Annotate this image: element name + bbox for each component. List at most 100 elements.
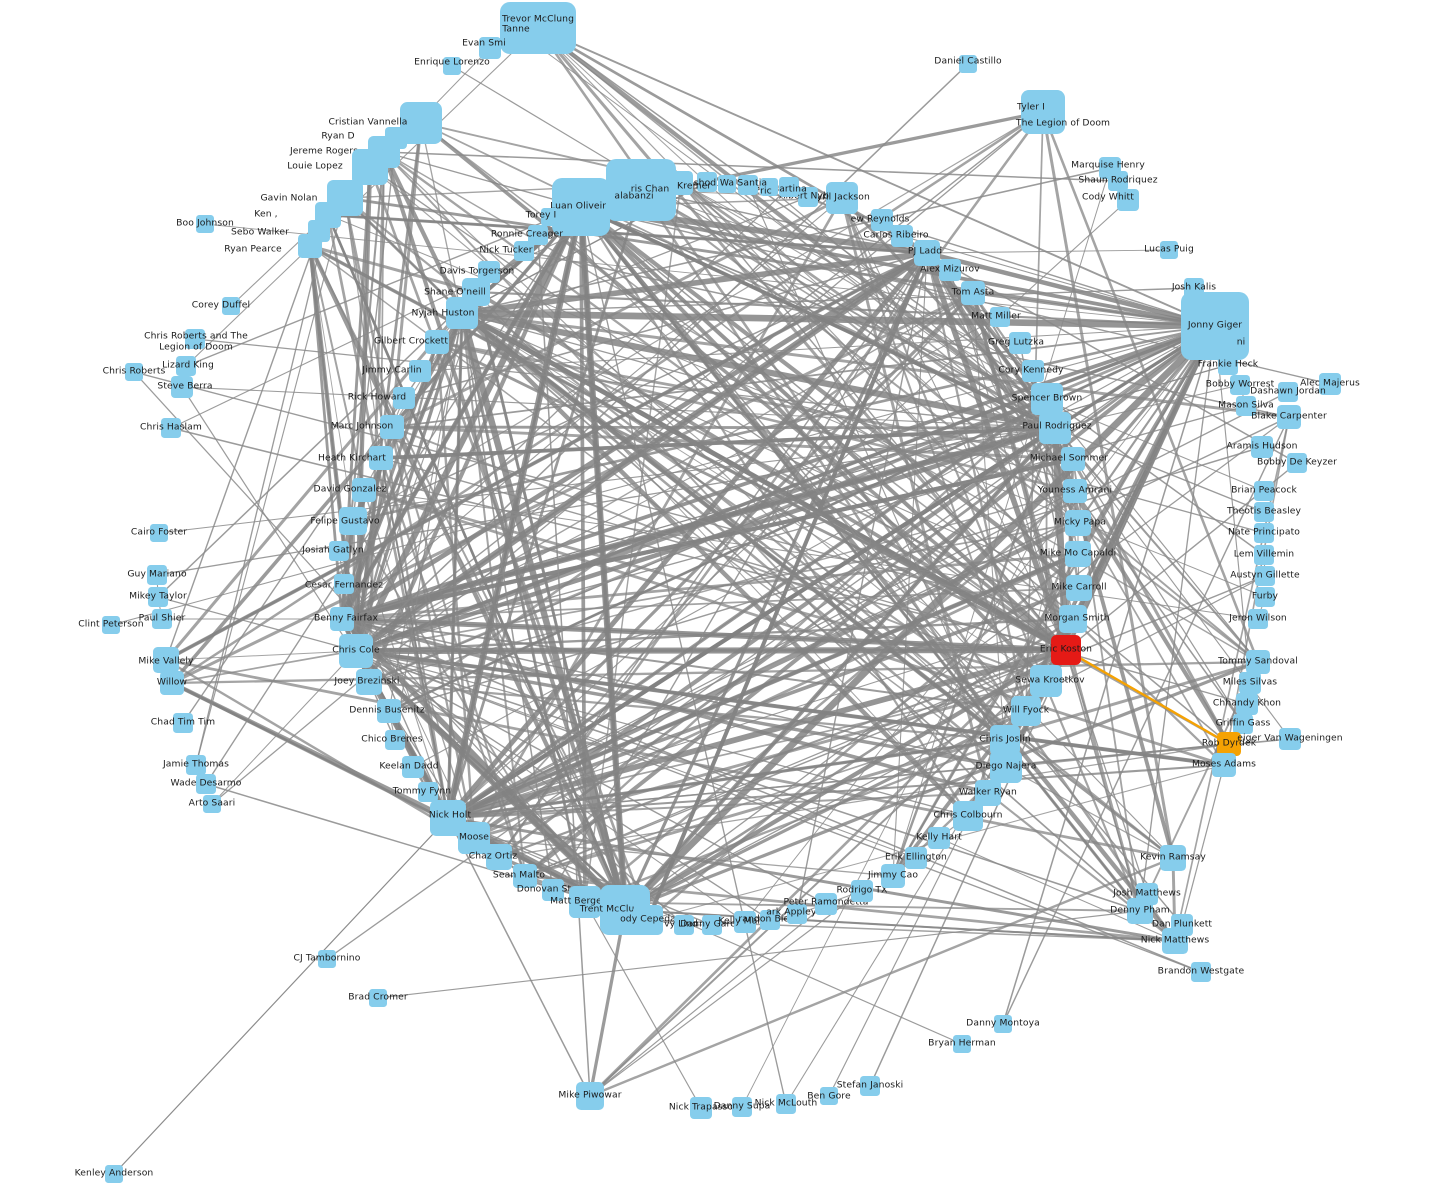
graph-node[interactable] (418, 782, 438, 802)
graph-node[interactable] (105, 1165, 123, 1183)
graph-node[interactable] (1319, 373, 1341, 395)
graph-node[interactable] (1030, 665, 1062, 697)
graph-node[interactable] (576, 1082, 604, 1110)
graph-node[interactable] (1277, 405, 1301, 429)
graph-node[interactable] (990, 725, 1020, 755)
graph-node[interactable] (1065, 541, 1091, 567)
graph-node[interactable] (1217, 732, 1241, 756)
graph-node[interactable] (153, 647, 179, 673)
graph-node[interactable] (1171, 914, 1193, 936)
graph-node[interactable] (1255, 566, 1275, 586)
graph-node[interactable] (690, 1097, 712, 1119)
graph-node[interactable] (377, 699, 401, 723)
graph-node[interactable] (1233, 714, 1253, 734)
graph-node[interactable] (352, 149, 388, 185)
graph-node[interactable] (102, 616, 120, 634)
graph-node[interactable] (939, 259, 961, 281)
graph-node[interactable] (702, 915, 722, 935)
graph-node[interactable] (994, 1015, 1012, 1033)
graph-node[interactable] (1039, 412, 1071, 444)
graph-node[interactable] (528, 225, 548, 245)
graph-node[interactable] (787, 904, 807, 924)
graph-node[interactable] (500, 2, 576, 54)
graph-node[interactable] (171, 376, 193, 398)
graph-node[interactable] (815, 893, 837, 915)
graph-node[interactable] (1061, 447, 1085, 471)
graph-node[interactable] (820, 1087, 838, 1105)
graph-node[interactable] (486, 844, 512, 870)
graph-node[interactable] (516, 27, 538, 49)
graph-node[interactable] (1254, 523, 1274, 543)
graph-node[interactable] (961, 281, 985, 305)
graph-node[interactable] (329, 541, 349, 561)
graph-node[interactable] (203, 795, 221, 813)
graph-node[interactable] (1287, 453, 1307, 473)
graph-node[interactable] (161, 418, 181, 438)
graph-node[interactable] (222, 297, 240, 315)
graph-node[interactable] (760, 910, 780, 930)
graph-node[interactable] (552, 178, 610, 236)
graph-node[interactable] (1279, 728, 1301, 750)
graph-node[interactable] (697, 172, 717, 192)
graph-node[interactable] (776, 1094, 796, 1114)
graph-node[interactable] (881, 864, 905, 888)
graph-node[interactable] (352, 478, 376, 502)
graph-node[interactable] (478, 261, 500, 283)
graph-node[interactable] (1066, 575, 1092, 601)
graph-node[interactable] (1181, 292, 1249, 360)
graph-node[interactable] (125, 363, 143, 381)
graph-node[interactable] (542, 879, 564, 901)
graph-node[interactable] (1059, 605, 1087, 633)
graph-node[interactable] (1230, 375, 1250, 395)
graph-node[interactable] (674, 915, 694, 935)
graph-node[interactable] (1278, 382, 1298, 402)
graph-node[interactable] (1212, 753, 1236, 777)
graph-node[interactable] (298, 234, 322, 258)
graph-node[interactable] (334, 574, 354, 594)
graph-node[interactable] (380, 415, 404, 439)
graph-node[interactable] (425, 330, 449, 354)
graph-node[interactable] (798, 187, 818, 207)
graph-node[interactable] (1065, 510, 1091, 536)
graph-node[interactable] (409, 360, 431, 382)
graph-node[interactable] (1022, 360, 1044, 382)
graph-node[interactable] (718, 175, 736, 193)
graph-node[interactable] (851, 880, 873, 902)
graph-node[interactable] (779, 177, 799, 197)
graph-node[interactable] (160, 671, 184, 695)
graph-node[interactable] (1254, 481, 1274, 501)
graph-node[interactable] (1009, 332, 1031, 354)
graph-node[interactable] (400, 102, 442, 144)
graph-node[interactable] (1246, 650, 1270, 674)
graph-node[interactable] (369, 989, 387, 1007)
graph-node[interactable] (1251, 436, 1273, 458)
graph-node[interactable] (1021, 90, 1065, 134)
graph-node[interactable] (734, 911, 756, 933)
graph-node[interactable] (330, 607, 354, 631)
graph-node[interactable] (147, 565, 167, 585)
graph-node[interactable] (1236, 396, 1256, 416)
graph-node[interactable] (905, 847, 927, 869)
graph-node[interactable] (446, 297, 478, 329)
graph-node[interactable] (738, 175, 758, 195)
graph-node[interactable] (1063, 479, 1087, 503)
graph-node[interactable] (541, 208, 559, 226)
graph-node[interactable] (152, 609, 172, 629)
graph-node[interactable] (186, 755, 206, 775)
graph-node[interactable] (1191, 962, 1211, 982)
graph-node[interactable] (356, 669, 382, 695)
graph-node[interactable] (826, 182, 858, 214)
graph-node[interactable] (196, 215, 214, 233)
graph-node[interactable] (732, 1097, 752, 1117)
graph-node[interactable] (928, 827, 950, 849)
graph-node[interactable] (1031, 383, 1063, 415)
graph-node[interactable] (385, 730, 405, 750)
graph-node[interactable] (990, 751, 1022, 783)
graph-node[interactable] (1011, 696, 1041, 726)
graph-node[interactable] (975, 780, 1001, 806)
graph-node[interactable] (760, 178, 778, 196)
graph-node[interactable] (176, 356, 196, 376)
graph-node[interactable] (1254, 502, 1274, 522)
graph-node[interactable] (914, 240, 940, 266)
graph-node[interactable] (173, 713, 193, 733)
